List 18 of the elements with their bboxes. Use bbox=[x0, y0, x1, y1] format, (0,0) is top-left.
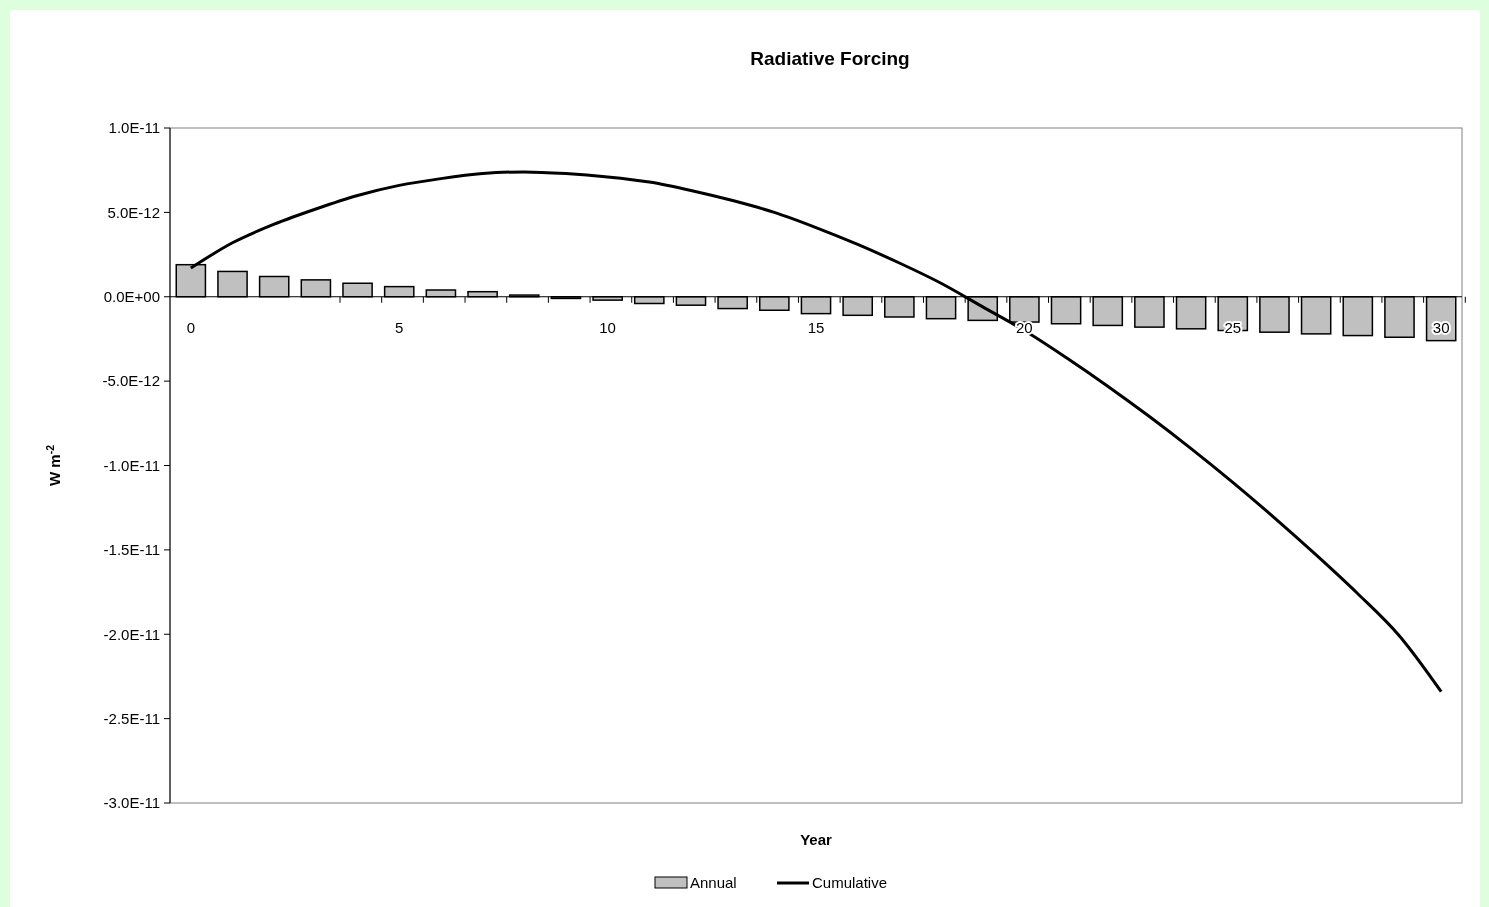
x-tick-label: 0 bbox=[186, 318, 196, 336]
y-tick-label: -5.0E-12 bbox=[102, 372, 160, 390]
y-tick-label: -2.0E-11 bbox=[103, 625, 160, 643]
y-tick-label: -1.5E-11 bbox=[103, 541, 160, 559]
y-tick-label: 0.0E+00 bbox=[103, 288, 160, 305]
legend-label: Annual bbox=[690, 874, 737, 891]
chart-title: Radiative Forcing bbox=[750, 48, 910, 69]
legend-label: Cumulative bbox=[812, 874, 888, 891]
x-tick-label: 15 bbox=[807, 318, 825, 336]
y-tick-label: 1.0E-11 bbox=[108, 119, 160, 137]
y-tick-label: 5.0E-12 bbox=[107, 203, 160, 221]
x-tick-label: 30 bbox=[1432, 318, 1450, 336]
x-tick-label: 10 bbox=[599, 318, 616, 336]
y-tick-label: -1.0E-11 bbox=[103, 456, 160, 474]
x-tick-label: 5 bbox=[395, 318, 404, 336]
y-tick-label: -3.0E-11 bbox=[103, 794, 160, 812]
y-tick-label: -2.5E-11 bbox=[103, 709, 160, 727]
x-axis-title: Year bbox=[800, 831, 833, 848]
